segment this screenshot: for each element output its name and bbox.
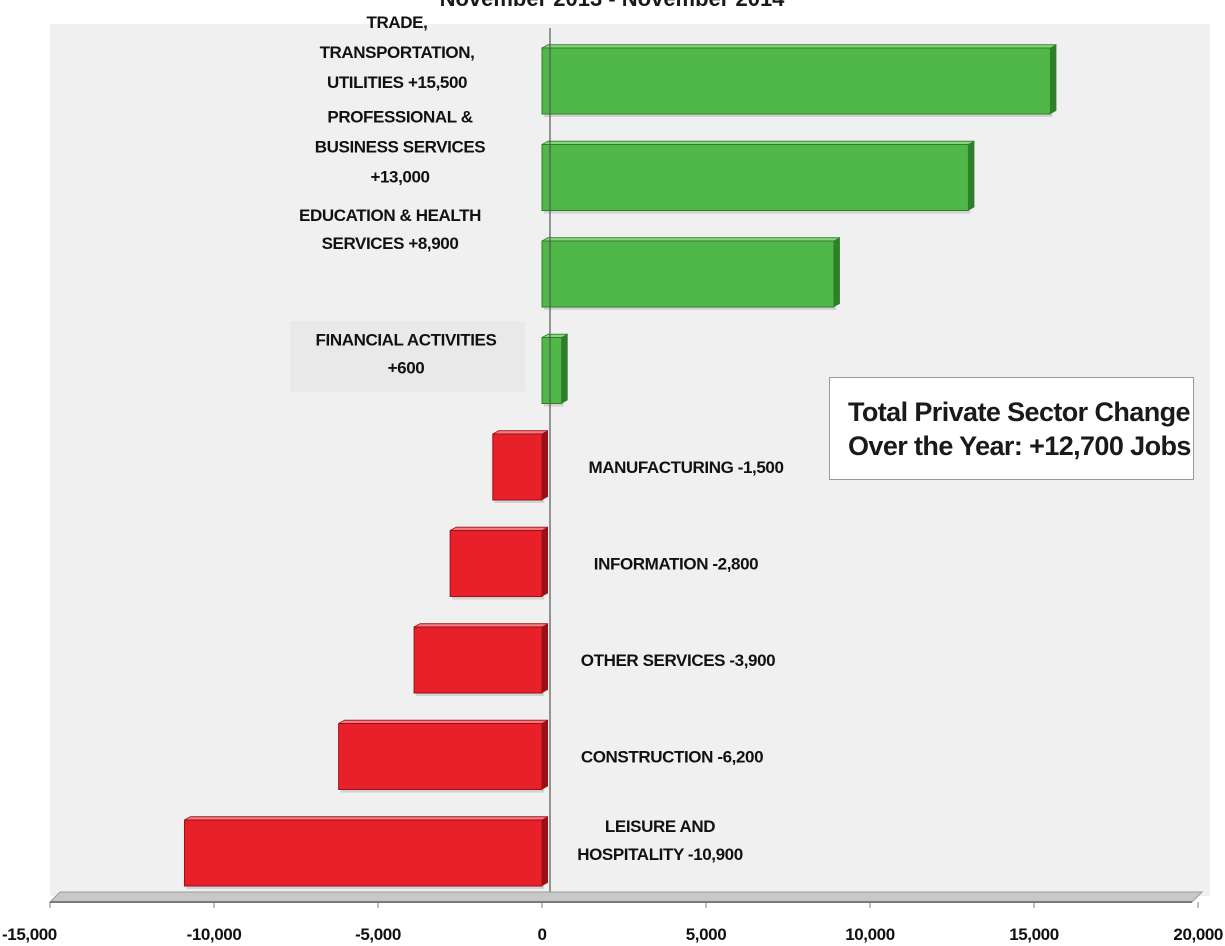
x-tick-label: 10,000 — [845, 925, 895, 944]
bar-side-face — [968, 141, 975, 211]
bar-label: SERVICES +8,900 — [322, 234, 459, 253]
bar-8 — [338, 719, 549, 793]
bar-front-face — [492, 433, 543, 501]
bars-layer — [183, 44, 1057, 889]
bar-front-face — [541, 47, 1051, 115]
x-tick-label: 20,000 — [1173, 925, 1223, 944]
bar-1 — [541, 44, 1057, 117]
bar-label: CONSTRUCTION -6,200 — [581, 748, 763, 767]
bar-5 — [492, 430, 549, 503]
bar-side-face — [542, 623, 548, 693]
bar-side-face — [1050, 44, 1057, 115]
bar-label: PROFESSIONAL & — [327, 108, 472, 127]
chart-title-fragment: November 2013 - November 2014 — [440, 0, 786, 11]
summary-box: Total Private Sector Change Over the Yea… — [829, 377, 1194, 480]
x-tick-label: -5,000 — [355, 925, 401, 944]
bar-front-face — [183, 819, 543, 887]
bar-label: +13,000 — [370, 168, 429, 187]
bar-side-face — [542, 720, 548, 790]
bar-side-face — [542, 430, 548, 500]
bar-label: EDUCATION & HEALTH — [299, 206, 481, 225]
bar-front-face — [541, 240, 835, 308]
bar-7 — [413, 623, 549, 696]
label-backdrop — [290, 321, 525, 392]
x-axis: -15,000 -10,000 -5,000 0 5,000 10,000 15,000 20… — [2, 891, 1223, 944]
bar-label: MANUFACTURING -1,500 — [588, 458, 783, 477]
bar-front-face — [541, 144, 969, 211]
bar-label: INFORMATION -2,800 — [594, 555, 758, 574]
bar-label: TRANSPORTATION, — [320, 43, 475, 62]
x-tick-label: 15,000 — [1009, 925, 1059, 944]
bar-2 — [541, 140, 975, 214]
summary-line-2: Over the Year: +12,700 Jobs — [848, 430, 1191, 461]
bar-9 — [183, 816, 549, 889]
bar-label: LEISURE AND — [605, 817, 715, 836]
x-tick-label: -15,000 — [2, 925, 57, 944]
bar-front-face — [541, 337, 563, 404]
bar-side-face — [542, 527, 548, 597]
bar-side-face — [542, 816, 548, 886]
labels-layer: TRADE, TRANSPORTATION, UTILITIES +15,500 PR… — [290, 13, 784, 864]
bar-label: OTHER SERVICES -3,900 — [581, 651, 775, 670]
bar-label: UTILITIES +15,500 — [327, 73, 467, 92]
bar-front-face — [413, 626, 543, 694]
bar-label: HOSPITALITY -10,900 — [577, 845, 743, 864]
bar-3 — [541, 237, 841, 310]
bar-side-face — [561, 334, 568, 404]
x-axis-base — [48, 891, 1204, 903]
x-tick-label: 0 — [537, 925, 546, 944]
x-tick-label: 5,000 — [686, 925, 727, 944]
bar-front-face — [338, 723, 543, 790]
summary-line-1: Total Private Sector Change — [848, 396, 1191, 427]
bar-6 — [449, 526, 549, 600]
x-tick-label: -10,000 — [187, 925, 242, 944]
bar-side-face — [833, 237, 840, 307]
bar-label: FINANCIAL ACTIVITIES — [316, 331, 497, 350]
bar-4 — [541, 333, 568, 407]
bar-label: TRADE, — [367, 13, 428, 32]
bar-label: BUSINESS SERVICES — [315, 138, 486, 157]
bar-label: +600 — [388, 359, 425, 378]
bar-front-face — [449, 530, 543, 597]
